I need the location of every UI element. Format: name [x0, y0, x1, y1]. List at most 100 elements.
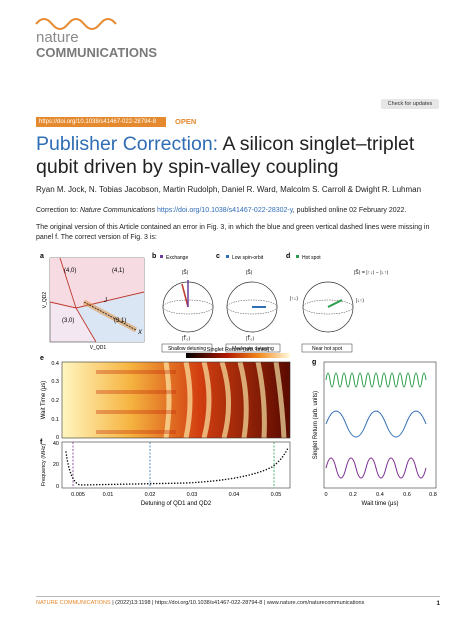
panel-label: e — [40, 355, 44, 362]
logo: nature COMMUNICATIONS — [35, 18, 157, 60]
y-tick-label: 0 — [56, 484, 59, 490]
open-access: OPEN — [175, 117, 197, 126]
y-tick-label: 0 — [56, 435, 59, 441]
panel-label: c — [216, 253, 220, 260]
y-tick-label: 0.1 — [51, 417, 59, 423]
correction-link[interactable]: https://doi.org/10.1038/s41467-022-28302… — [157, 207, 293, 214]
axis-label: Frequency (MHz) — [41, 444, 47, 487]
panel-a: a (4,0) (4,1) (3,0) (3,1) J X V_QD2 V_QD… — [40, 253, 145, 351]
x-tick-label: 0.8 — [429, 492, 437, 498]
state-label: |T̃₀⟩ — [246, 335, 254, 342]
panel-label: b — [152, 253, 156, 260]
region-label: (4,1) — [112, 268, 124, 274]
caption-box — [161, 343, 213, 353]
axis-label: Wait Time (μs) — [41, 381, 47, 420]
x-tick-label: 0.05 — [271, 492, 282, 498]
footer: NATURE COMMUNICATIONS | (2022)13:1198 | … — [36, 596, 440, 607]
equator — [302, 299, 354, 315]
caption: Shallow detuning — [168, 346, 206, 352]
x-tick-label: 0.04 — [229, 492, 240, 498]
trace — [325, 410, 427, 438]
heatmap-fringe — [163, 361, 287, 439]
legend-swatch — [296, 255, 299, 258]
panel-label: g — [312, 359, 316, 366]
boundary — [49, 257, 145, 343]
panel-g: g Singlet Return (arb. units) 0 0.2 0.4 … — [312, 359, 437, 507]
logo-swoosh — [35, 18, 117, 30]
y-tick-label: 0.2 — [51, 398, 59, 404]
figure: a (4,0) (4,1) (3,0) (3,1) J X V_QD2 V_QD… — [40, 253, 437, 507]
state-label: |↑↓⟩ — [290, 296, 298, 302]
panel-b: b Exchange |S̃⟩ |T̃₀⟩ Shallow detuning — [152, 253, 214, 353]
panel-label: a — [40, 253, 44, 260]
panel-e: e Singlet Return (arb. units) 0.4 0.3 0.… — [40, 347, 291, 441]
colorbar-label: Singlet Return (arb. units) — [207, 347, 270, 353]
mark-label: X — [137, 330, 143, 336]
colorbar — [186, 353, 290, 358]
axis-label: Singlet Return (arb. units) — [313, 391, 319, 459]
doi[interactable]: https://doi.org/10.1038/s41467-022-28794… — [36, 117, 166, 127]
axis-label: V_QD1 — [90, 345, 107, 351]
check-updates[interactable]: Check for updates — [381, 99, 439, 109]
footer-journal: NATURE COMMUNICATIONS — [36, 600, 111, 606]
panel-c: c Low spin-orbit |S̃⟩ |T̃₀⟩ Moderate det… — [216, 253, 281, 353]
logo-bottom: COMMUNICATIONS — [36, 45, 157, 60]
legend-swatch — [226, 255, 229, 258]
correction: Correction to: Nature Communications htt… — [36, 207, 446, 214]
panel-tag: Hot spot — [302, 255, 321, 261]
equator — [226, 299, 278, 315]
state-label: |T̃₀⟩ — [182, 335, 190, 342]
x-tick-label: 0.03 — [187, 492, 198, 498]
heatmap-fringe — [96, 370, 176, 434]
panel-d: d Hot spot |S̃⟩ = |↑↓⟩ − |↓↑⟩ |↑↓⟩ |↓↑⟩ … — [286, 253, 389, 353]
vector — [327, 299, 343, 308]
panel-f: f 40 20 0 Frequency (MHz) 0.005 0.01 0.0… — [40, 439, 291, 507]
page-number: 1 — [436, 600, 440, 607]
logo-top: nature — [36, 29, 79, 46]
plot-frame — [61, 441, 291, 489]
x-tick-label: 0 — [324, 492, 327, 498]
heatmap — [62, 362, 290, 438]
axis-label: V_QD2 — [42, 292, 48, 309]
y-tick-label: 40 — [53, 441, 59, 447]
title: Publisher Correction: A silicon singlet–… — [36, 133, 446, 179]
caption: Near hot spot — [312, 346, 343, 352]
panel-label: f — [40, 439, 43, 446]
state-label: |S̃⟩ — [246, 269, 253, 276]
state-label: |↓↑⟩ — [356, 298, 364, 304]
x-tick-label: 0.01 — [103, 492, 114, 498]
correction-tail: , published online 02 February 2022. — [292, 207, 407, 214]
axis-label: Detuning of QD1 and QD2 — [141, 501, 212, 507]
authors: Ryan M. Jock, N. Tobias Jacobson, Martin… — [36, 185, 422, 194]
title-prefix: Publisher Correction: — [36, 133, 219, 155]
heatmap-frame — [61, 361, 291, 439]
region-label: (4,0) — [64, 268, 76, 274]
caption: Moderate detuning — [232, 346, 274, 352]
caption-box — [301, 343, 353, 353]
y-tick-label: 20 — [53, 462, 59, 468]
trace — [325, 457, 427, 479]
y-tick-label: 0.4 — [51, 361, 59, 367]
vector — [181, 283, 189, 308]
plot-frame — [323, 361, 437, 489]
footer-citation: | (2022)13:1198 | https://doi.org/10.103… — [112, 600, 365, 606]
x-tick-label: 0.6 — [403, 492, 411, 498]
title-text: A silicon singlet–triplet qubit driven b… — [36, 133, 415, 178]
panel-tag: Low spin-orbit — [232, 255, 264, 261]
state-label: |S̃⟩ — [182, 269, 189, 276]
trace — [325, 372, 427, 388]
body-text: The original version of this Article con… — [36, 224, 430, 241]
x-tick-label: 0.005 — [71, 492, 85, 498]
state-label: |S̃⟩ = |↑↓⟩ − |↓↑⟩ — [354, 269, 389, 276]
y-tick-label: 0.3 — [51, 379, 59, 385]
frequency-points — [65, 447, 289, 486]
region — [50, 258, 144, 308]
correction-journal: Nature Communications — [79, 207, 156, 214]
panel-tag: Exchange — [166, 255, 188, 261]
mark-label: J — [103, 298, 108, 304]
region-label: (3,1) — [114, 318, 126, 324]
correction-lead: Correction to: — [36, 207, 79, 214]
x-tick-label: 0.02 — [145, 492, 156, 498]
caption-box — [225, 343, 281, 353]
